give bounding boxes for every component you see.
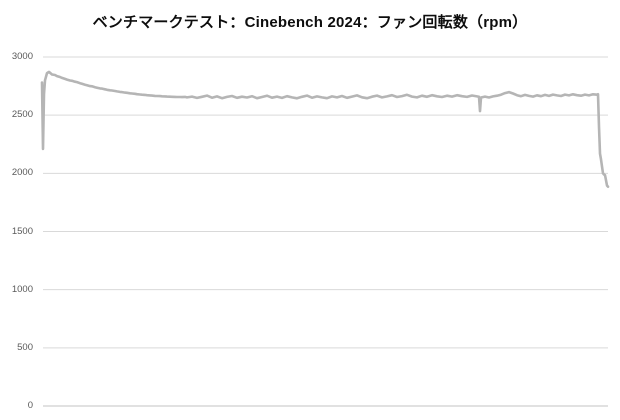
y-axis-tick-label: 1500 — [11, 225, 33, 237]
chart-title: ベンチマークテスト：Cinebench 2024：ファン回転数（rpm） — [92, 14, 528, 31]
y-axis-tick-label: 0 — [27, 400, 33, 411]
gridlines — [43, 56, 608, 407]
y-axis-tick-label: 3000 — [11, 51, 33, 62]
fan-rpm-line — [40, 70, 610, 188]
y-axis: 3000 2500 2000 1500 1000 500 0 — [0, 0, 33, 420]
y-axis-tick-label: 500 — [17, 341, 33, 353]
y-axis-tick-label: 2000 — [11, 167, 33, 179]
y-axis-tick-label: 1000 — [11, 283, 33, 295]
y-axis-tick-label: 2500 — [11, 109, 33, 121]
series-lines — [40, 70, 610, 188]
